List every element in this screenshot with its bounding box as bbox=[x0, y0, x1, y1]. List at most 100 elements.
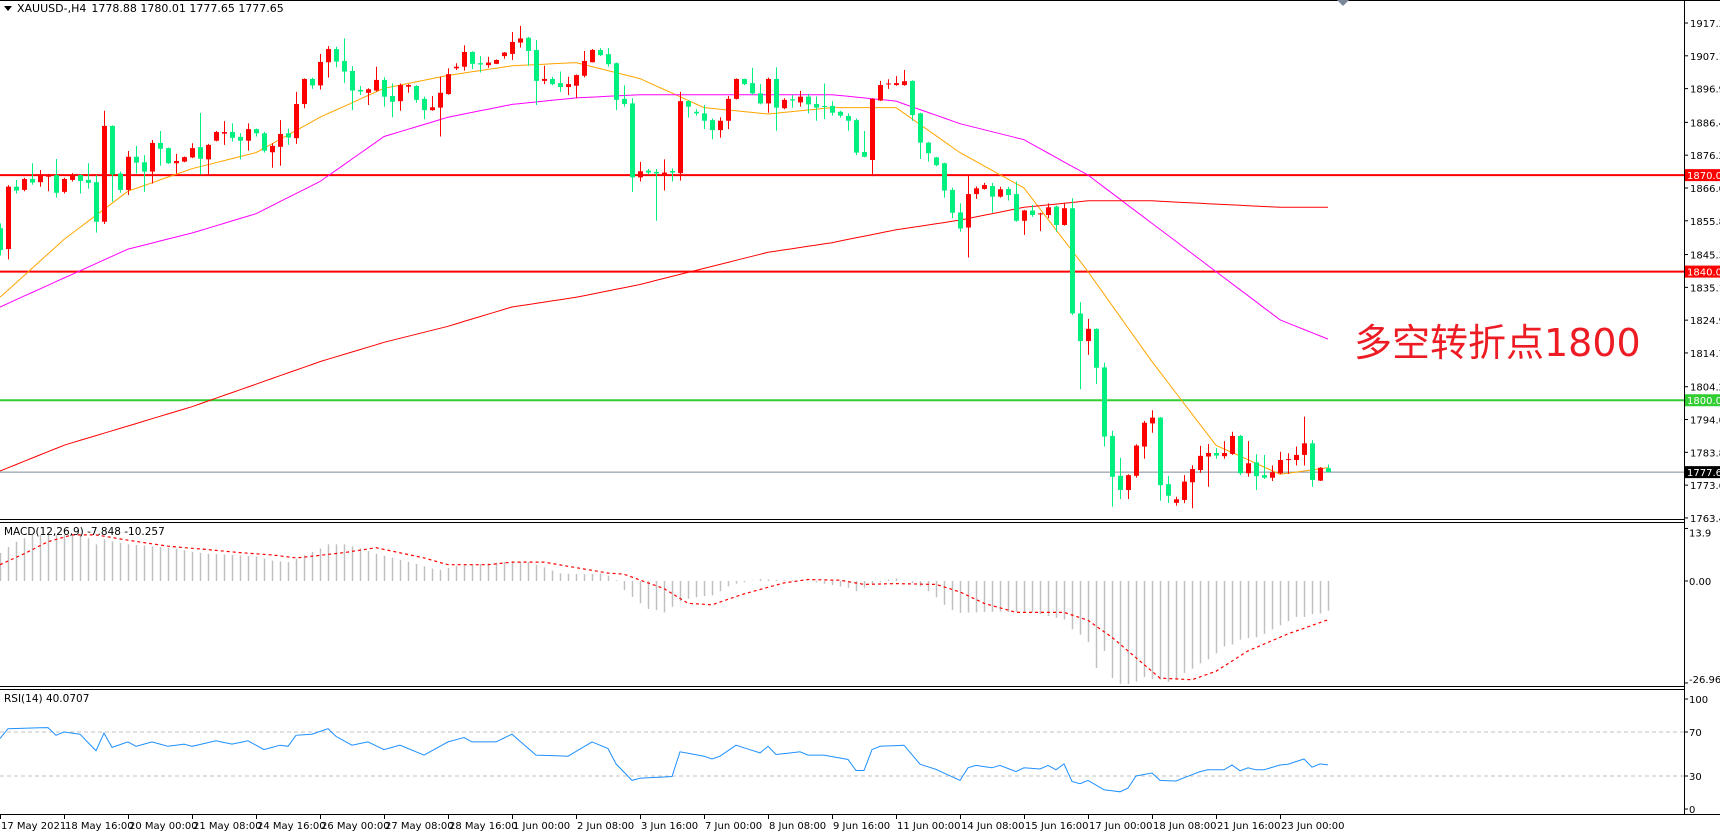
candle bbox=[438, 76, 443, 137]
candle-body bbox=[758, 93, 763, 104]
candle-body bbox=[494, 59, 499, 64]
time-tick-label: 28 May 16:00 bbox=[449, 821, 518, 832]
candle-body bbox=[462, 51, 467, 67]
candle bbox=[198, 113, 203, 175]
candle bbox=[654, 169, 659, 221]
candle-body bbox=[62, 178, 67, 192]
candle-body bbox=[1054, 206, 1059, 225]
time-tick-label: 18 May 16:00 bbox=[65, 821, 134, 832]
candle-body bbox=[1078, 313, 1083, 342]
time-tick-label: 17 May 2021 bbox=[1, 821, 66, 832]
candle bbox=[910, 80, 915, 121]
candle bbox=[774, 67, 779, 131]
annotation-text: 多空转折点1800 bbox=[1354, 321, 1641, 365]
candle bbox=[686, 100, 691, 118]
candle-body bbox=[30, 178, 35, 183]
price-tick-label: 1896.90 bbox=[1690, 85, 1720, 96]
candle-body bbox=[1318, 467, 1323, 481]
candle-body bbox=[798, 96, 803, 103]
candle-body bbox=[918, 113, 923, 143]
time-tick-label: 15 Jun 16:00 bbox=[1025, 821, 1089, 832]
candle-body bbox=[838, 111, 843, 116]
candle-body bbox=[1310, 443, 1315, 480]
candle bbox=[622, 85, 627, 107]
current-price-tag bbox=[1685, 466, 1720, 479]
candle bbox=[638, 161, 643, 182]
candle-body bbox=[830, 105, 835, 113]
time-tick-label: 7 Jun 00:00 bbox=[705, 821, 762, 832]
candle-body bbox=[1230, 435, 1235, 454]
candle bbox=[1238, 434, 1243, 476]
candle-body bbox=[774, 78, 779, 108]
candle-body bbox=[390, 96, 395, 102]
candle bbox=[894, 76, 899, 86]
candle-body bbox=[574, 75, 579, 86]
candle bbox=[342, 38, 347, 83]
chart-shift-marker-icon[interactable] bbox=[1337, 0, 1349, 6]
price-tick-label: 1814.70 bbox=[1690, 349, 1720, 360]
candle-body bbox=[694, 111, 699, 114]
candle-body bbox=[374, 79, 379, 91]
candle bbox=[1150, 410, 1155, 433]
candle-body bbox=[478, 63, 483, 65]
candle-body bbox=[1150, 417, 1155, 424]
candle bbox=[550, 76, 555, 86]
candle bbox=[558, 71, 563, 92]
candle-body bbox=[638, 171, 643, 178]
candle bbox=[814, 96, 819, 121]
candle-body bbox=[438, 92, 443, 108]
candle-body bbox=[326, 49, 331, 63]
candle-body bbox=[174, 160, 179, 164]
ma-slow-line bbox=[0, 200, 1328, 472]
ohlc-readout: 1778.88 1780.01 1777.65 1777.65 bbox=[91, 2, 284, 15]
candle-body bbox=[214, 132, 219, 141]
price-tick-label: 1917.30 bbox=[1690, 19, 1720, 30]
candle bbox=[886, 79, 891, 89]
candle bbox=[382, 77, 387, 107]
caret-down-icon[interactable] bbox=[4, 6, 12, 11]
candle bbox=[262, 132, 267, 153]
candle-body bbox=[934, 157, 939, 166]
candle bbox=[470, 51, 475, 69]
candle bbox=[478, 56, 483, 73]
candle-body bbox=[1118, 475, 1123, 490]
candle-body bbox=[1086, 328, 1091, 342]
candle-body bbox=[94, 182, 99, 222]
candle bbox=[174, 153, 179, 174]
macd-label: MACD(12,26,9) -7.848 -10.257 bbox=[4, 526, 165, 538]
candle-body bbox=[942, 163, 947, 191]
candle bbox=[430, 96, 435, 111]
candle bbox=[454, 63, 459, 70]
candle-body bbox=[118, 173, 123, 190]
candle-body bbox=[0, 228, 3, 251]
candle bbox=[982, 182, 987, 190]
candle-body bbox=[622, 98, 627, 105]
candle-body bbox=[910, 80, 915, 115]
candle bbox=[94, 175, 99, 233]
candle bbox=[1222, 441, 1227, 459]
candle-body bbox=[446, 74, 451, 95]
candle bbox=[246, 123, 251, 151]
candle bbox=[62, 177, 67, 194]
candle bbox=[494, 59, 499, 65]
candle bbox=[830, 101, 835, 116]
candle bbox=[326, 46, 331, 78]
candle bbox=[1294, 446, 1299, 466]
candle-body bbox=[950, 189, 955, 213]
candle bbox=[934, 156, 939, 167]
candle-body bbox=[686, 101, 691, 107]
price-tick-label: 1886.40 bbox=[1690, 118, 1720, 129]
time-tick-label: 18 Jun 08:00 bbox=[1153, 821, 1217, 832]
candle bbox=[862, 131, 867, 158]
candle bbox=[1006, 186, 1011, 201]
chart-header: XAUUSD-,H4 1778.88 1780.01 1777.65 1777.… bbox=[4, 2, 284, 15]
candle bbox=[1142, 420, 1147, 459]
candle-body bbox=[166, 148, 171, 164]
candle bbox=[158, 131, 163, 166]
candle bbox=[630, 98, 635, 192]
time-tick-label: 26 May 00:00 bbox=[321, 821, 390, 832]
candle bbox=[510, 32, 515, 60]
candle-body bbox=[150, 142, 155, 172]
candle bbox=[1254, 454, 1259, 490]
